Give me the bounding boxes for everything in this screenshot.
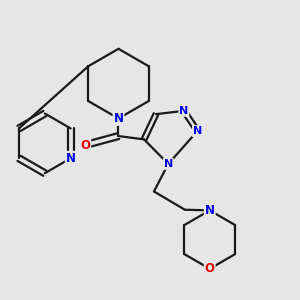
Text: N: N (205, 204, 215, 217)
Text: N: N (179, 106, 188, 116)
Text: O: O (205, 262, 215, 275)
Text: N: N (66, 152, 76, 165)
Text: O: O (80, 139, 90, 152)
Text: N: N (113, 112, 124, 125)
Text: N: N (164, 159, 173, 169)
Text: N: N (193, 126, 202, 136)
